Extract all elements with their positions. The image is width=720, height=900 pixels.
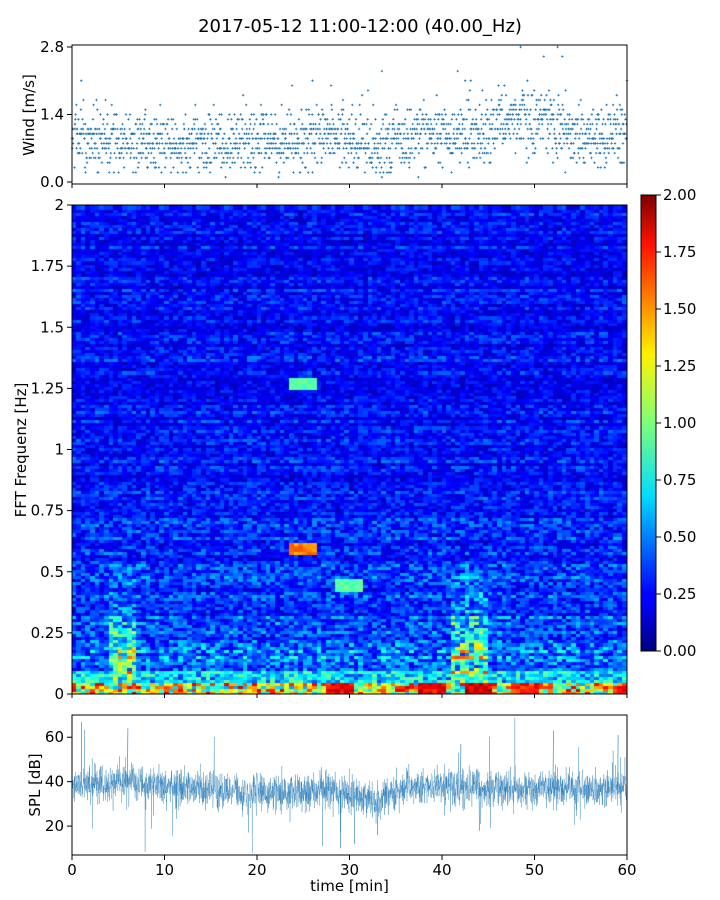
spectrogram-y-tick-label: 0.25 (31, 624, 64, 642)
wind-y-ticks: 0.0 1.4 2.8 (40, 38, 72, 191)
spl-panel: 20 40 60 0 10 20 30 40 50 60 SPL [dB] time [min] (26, 714, 637, 895)
spl-x-tick-label: 10 (155, 861, 174, 879)
colorbar-gradient (640, 194, 657, 652)
wind-markers (70, 79, 628, 179)
spectrogram-image (72, 205, 627, 694)
spl-line (71, 717, 628, 853)
colorbar-tick-label: 0.75 (663, 471, 696, 489)
wind-x-ticks (71, 184, 628, 188)
wind-y-axis-label: Wind [m/s] (20, 74, 38, 156)
wind-y-tick-label: 0.0 (40, 173, 64, 191)
wind-peak-markers (80, 45, 629, 87)
spl-y-tick-label: 60 (45, 728, 64, 746)
spectrogram-y-tick-label: 0.75 (31, 502, 64, 520)
spectrogram-image-holder (72, 205, 627, 694)
colorbar-tick-label: 0.50 (663, 528, 696, 546)
wind-points (70, 45, 629, 179)
spl-y-ticks: 20 40 60 (45, 728, 72, 835)
spl-y-tick-label: 40 (45, 773, 64, 791)
spectrogram-y-axis-label: FFT Frequenz [Hz] (12, 383, 30, 518)
spectrogram-y-tick-label: 1.25 (31, 379, 64, 397)
colorbar-tick-label: 1.00 (663, 414, 696, 432)
spectrogram-y-tick-label: 0.5 (40, 563, 64, 581)
wind-y-tick-label: 2.8 (40, 38, 64, 56)
spectrogram-y-tick-label: 0 (54, 685, 64, 703)
wind-y-tick-label: 1.4 (40, 106, 64, 124)
spectrogram-y-ticks: 0 0.25 0.5 0.75 1 1.25 1.5 1.75 2 (31, 196, 72, 703)
spectrogram-panel: 0 0.25 0.5 0.75 1 1.25 1.5 1.75 2 FFT Frequenz [… (12, 196, 628, 703)
spectrogram-x-ticks (71, 694, 628, 698)
spl-spikes (81, 721, 619, 849)
spl-y-tick-label: 20 (45, 817, 64, 835)
spl-x-ticks: 0 10 20 30 40 50 60 (67, 855, 637, 879)
colorbar-tick-label: 0.00 (663, 642, 696, 660)
wind-panel: 0.0 1.4 2.8 Wind [m/s] (20, 38, 629, 191)
spectrogram-y-tick-label: 1.5 (40, 318, 64, 336)
spectrogram-y-tick-label: 1.75 (31, 257, 64, 275)
colorbar: 0.00 0.25 0.50 0.75 1.00 1.25 1.50 1.75 2.00 (640, 186, 696, 660)
spl-x-tick-label: 30 (340, 861, 359, 879)
colorbar-tick-label: 1.50 (663, 300, 696, 318)
colorbar-tick-label: 1.25 (663, 357, 696, 375)
spl-x-axis-label: time [min] (310, 877, 389, 895)
figure-title: 2017-05-12 11:00-12:00 (40.00_Hz) (198, 16, 522, 37)
colorbar-ticks: 0.00 0.25 0.50 0.75 1.00 1.25 1.50 1.75 2.00 (656, 186, 696, 660)
spl-x-tick-label: 60 (617, 861, 636, 879)
colorbar-tick-label: 1.75 (663, 243, 696, 261)
spl-x-tick-label: 50 (525, 861, 544, 879)
spl-y-axis-label: SPL [dB] (26, 753, 44, 816)
colorbar-tick-label: 2.00 (663, 186, 696, 204)
spectrogram-y-tick-label: 1 (54, 441, 64, 459)
spl-x-tick-label: 20 (247, 861, 266, 879)
spl-x-tick-label: 40 (432, 861, 451, 879)
spl-x-tick-label: 0 (67, 861, 77, 879)
spectrogram-y-tick-label: 2 (54, 196, 64, 214)
colorbar-tick-label: 0.25 (663, 585, 696, 603)
